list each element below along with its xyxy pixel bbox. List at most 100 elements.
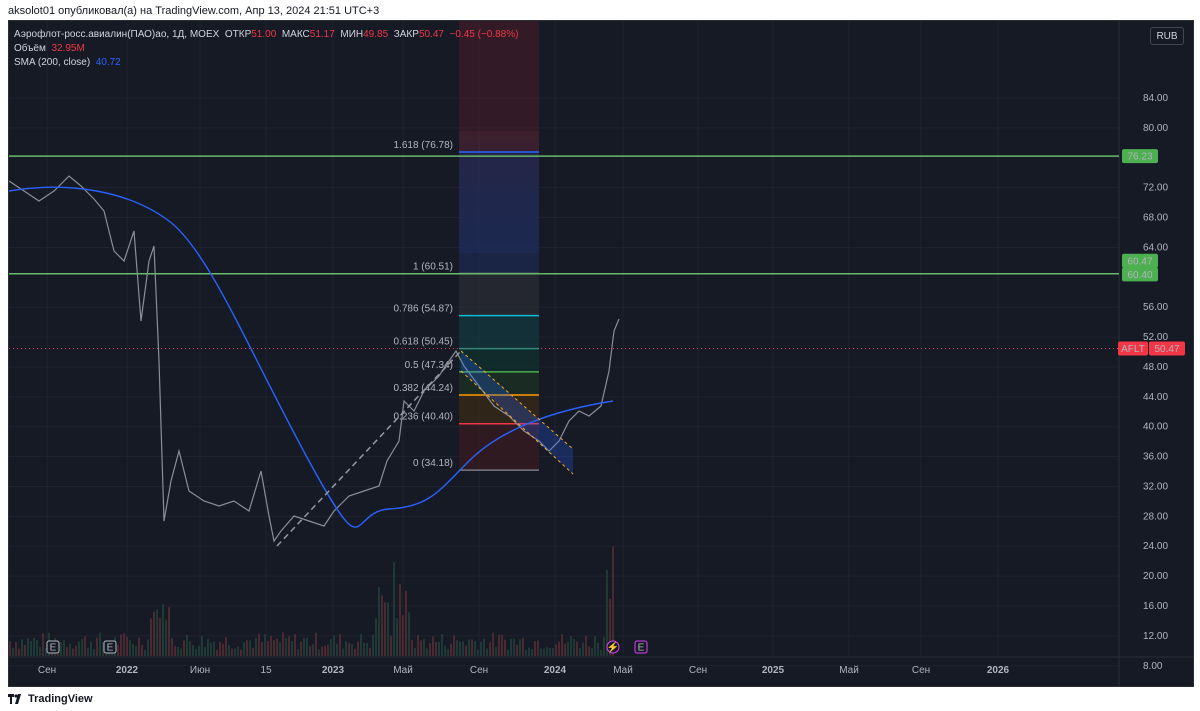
volume-bar bbox=[441, 634, 443, 656]
volume-bar bbox=[609, 598, 611, 656]
fib-level-label: 0 (34.18) bbox=[413, 458, 453, 469]
volume-bar bbox=[558, 641, 560, 656]
channel-lower[interactable] bbox=[460, 370, 574, 475]
fib-zone bbox=[459, 315, 539, 349]
volume-bar bbox=[156, 609, 158, 656]
volume-bar bbox=[480, 641, 482, 656]
volume-bar bbox=[243, 642, 245, 656]
sma-row[interactable]: SMA (200, close) 40.72 bbox=[14, 56, 518, 70]
volume-bar bbox=[336, 643, 338, 656]
volume-bar bbox=[360, 633, 362, 656]
price-marker[interactable] bbox=[1122, 253, 1158, 268]
time-label: 2024 bbox=[544, 665, 567, 676]
ticker-badge[interactable] bbox=[1118, 341, 1148, 356]
volume-bar bbox=[546, 647, 548, 656]
volume-bar bbox=[567, 641, 569, 656]
fib-level-label: 0.618 (50.45) bbox=[394, 337, 454, 348]
chart-canvas[interactable]: 84.00 80.00 72.00 68.00 64.00 56.00 52.00 48.00… bbox=[9, 21, 1194, 687]
dividend-marker-icon[interactable] bbox=[606, 640, 620, 654]
volume-bar bbox=[201, 635, 203, 656]
price-marker[interactable] bbox=[1122, 149, 1158, 164]
volume-bar bbox=[249, 640, 251, 656]
trend-line[interactable] bbox=[276, 350, 462, 547]
volume-bar bbox=[33, 637, 35, 656]
currency-button[interactable]: RUB bbox=[1150, 27, 1184, 45]
price-tick: 40.00 bbox=[1143, 422, 1168, 433]
volume-bar bbox=[204, 647, 206, 656]
volume-bar bbox=[339, 633, 341, 656]
volume-bar bbox=[498, 634, 500, 656]
high-value: 51.17 bbox=[309, 29, 335, 40]
volume-bar bbox=[177, 646, 179, 656]
volume-bar bbox=[282, 632, 284, 656]
open-value: 51.00 bbox=[251, 29, 277, 40]
sma-line bbox=[9, 186, 614, 528]
price-marker-text: 60.40 bbox=[1127, 270, 1152, 281]
volume-bar bbox=[159, 617, 161, 656]
volume-bar bbox=[300, 641, 302, 656]
volume-bar bbox=[129, 640, 131, 656]
volume-bar bbox=[516, 644, 518, 656]
volume-bar bbox=[171, 638, 173, 656]
earnings-marker-label: E bbox=[107, 643, 114, 654]
price-marker-text: 60.47 bbox=[1127, 256, 1152, 267]
volume-label: Объём bbox=[14, 43, 46, 54]
fib-level-label: 0.786 (54.87) bbox=[394, 304, 454, 315]
volume-bar bbox=[612, 546, 614, 656]
earnings-marker[interactable] bbox=[103, 640, 117, 654]
price-tick: 44.00 bbox=[1143, 392, 1168, 403]
price-tick: 64.00 bbox=[1143, 242, 1168, 253]
volume-bar bbox=[294, 634, 296, 656]
last-price-badge[interactable] bbox=[1149, 341, 1185, 356]
price-tick: 72.00 bbox=[1143, 183, 1168, 194]
close-value: 50.47 bbox=[418, 29, 444, 40]
volume-bar bbox=[12, 647, 14, 656]
volume-bar bbox=[510, 638, 512, 656]
volume-bar bbox=[372, 634, 374, 656]
symbol-row[interactable]: Аэрофлот-росс.авиалин(ПАО)ао, 1Д, MOEX О… bbox=[14, 28, 518, 42]
footer-bar: TradingView bbox=[0, 688, 1200, 711]
volume-bar bbox=[246, 640, 248, 656]
fib-level-label: 0.236 (40.40) bbox=[394, 412, 454, 423]
volume-bar bbox=[15, 642, 17, 656]
channel-upper[interactable] bbox=[460, 350, 574, 450]
high-label: МАКС bbox=[281, 29, 310, 40]
volume-bar bbox=[495, 646, 497, 656]
volume-bar bbox=[549, 647, 551, 656]
volume-bar bbox=[183, 640, 185, 656]
volume-bar bbox=[435, 641, 437, 656]
price-tick: 68.00 bbox=[1143, 213, 1168, 224]
volume-row[interactable]: Объём 32.95M bbox=[14, 42, 518, 56]
volume-bar bbox=[126, 636, 128, 656]
chart-pane[interactable]: 84.00 80.00 72.00 68.00 64.00 56.00 52.00 48.00… bbox=[8, 20, 1194, 687]
volume-bar bbox=[147, 639, 149, 656]
earnings-marker[interactable] bbox=[46, 640, 60, 654]
volume-bar bbox=[375, 618, 377, 656]
time-label: Сен bbox=[470, 665, 488, 676]
earnings-marker[interactable] bbox=[634, 640, 648, 654]
price-tick: 24.00 bbox=[1143, 541, 1168, 552]
price-marker[interactable] bbox=[1122, 267, 1158, 282]
symbol-name[interactable]: Аэрофлот-росс.авиалин(ПАО)ао, 1Д, MOEX bbox=[14, 29, 220, 40]
volume-bar bbox=[258, 633, 260, 656]
volume-bar bbox=[369, 647, 371, 656]
volume-bar bbox=[27, 638, 29, 656]
close-label: ЗАКР bbox=[393, 29, 419, 40]
tradingview-logo[interactable]: TradingView bbox=[8, 693, 93, 705]
volume-bar bbox=[162, 603, 164, 656]
fib-level-label: 1 (60.51) bbox=[413, 262, 453, 273]
chart-legend: Аэрофлот-росс.авиалин(ПАО)ао, 1Д, MOEX О… bbox=[14, 28, 518, 70]
volume-bar bbox=[384, 602, 386, 656]
volume-bar bbox=[603, 636, 605, 656]
volume-bar bbox=[483, 638, 485, 656]
price-tick: 16.00 bbox=[1143, 601, 1168, 612]
volume-bar bbox=[45, 647, 47, 656]
volume-bar bbox=[570, 635, 572, 656]
volume-bar bbox=[270, 635, 272, 656]
volume-bar bbox=[408, 612, 410, 656]
volume-bar bbox=[138, 637, 140, 656]
volume-bar bbox=[222, 643, 224, 656]
volume-bar bbox=[120, 634, 122, 656]
volume-bar bbox=[501, 634, 503, 656]
volume-bar bbox=[411, 639, 413, 656]
